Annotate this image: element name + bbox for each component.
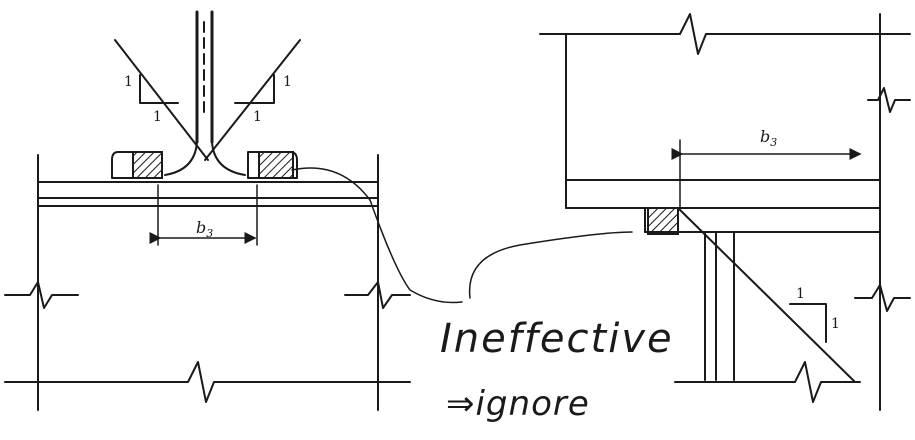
weld-hatch-left: [132, 151, 163, 179]
slope-triangle-right: 1 1: [234, 74, 292, 125]
slope-run-label-right: 1: [253, 109, 262, 125]
dispersion-lines: [114, 39, 301, 161]
slope-run-label-left: 1: [153, 109, 162, 125]
right-column-walls: [674, 13, 911, 411]
left-column-walls: [4, 154, 411, 411]
right-detail: b3 1 1: [539, 13, 911, 411]
dimension-b3-left: b3: [149, 184, 258, 246]
base-plate: [37, 181, 379, 207]
slope-triangle-left: 1 1: [124, 74, 179, 125]
weld-hatch-right-detail: [647, 207, 679, 235]
weld-hatch-right: [258, 151, 294, 179]
slope-rise-label-right: 1: [283, 74, 292, 90]
stiffener-plate: [644, 207, 881, 381]
slope-run-label-right-detail: 1: [796, 286, 805, 302]
leader-line-left: [291, 167, 463, 304]
dimension-label-left: b3: [196, 218, 213, 240]
web-plate: [164, 10, 246, 176]
dimension-b3-right: b3: [671, 127, 862, 211]
dispersion-line-right: [677, 207, 856, 383]
leader-line-right: [468, 231, 633, 299]
top-beam: [539, 13, 911, 233]
slope-triangle-right-detail: 1 1: [789, 286, 840, 343]
slope-rise-label-left: 1: [124, 74, 133, 90]
slope-rise-label-right-detail: 1: [831, 316, 840, 332]
annotation-ineffective: Ineffective: [440, 316, 674, 362]
annotation-ignore: ⇒ignore: [446, 384, 590, 424]
left-detail: 1 1 1 1 b3: [4, 10, 411, 411]
dimension-label-right: b3: [760, 127, 777, 149]
handwritten-annotation: Ineffective ⇒ignore: [291, 167, 674, 424]
